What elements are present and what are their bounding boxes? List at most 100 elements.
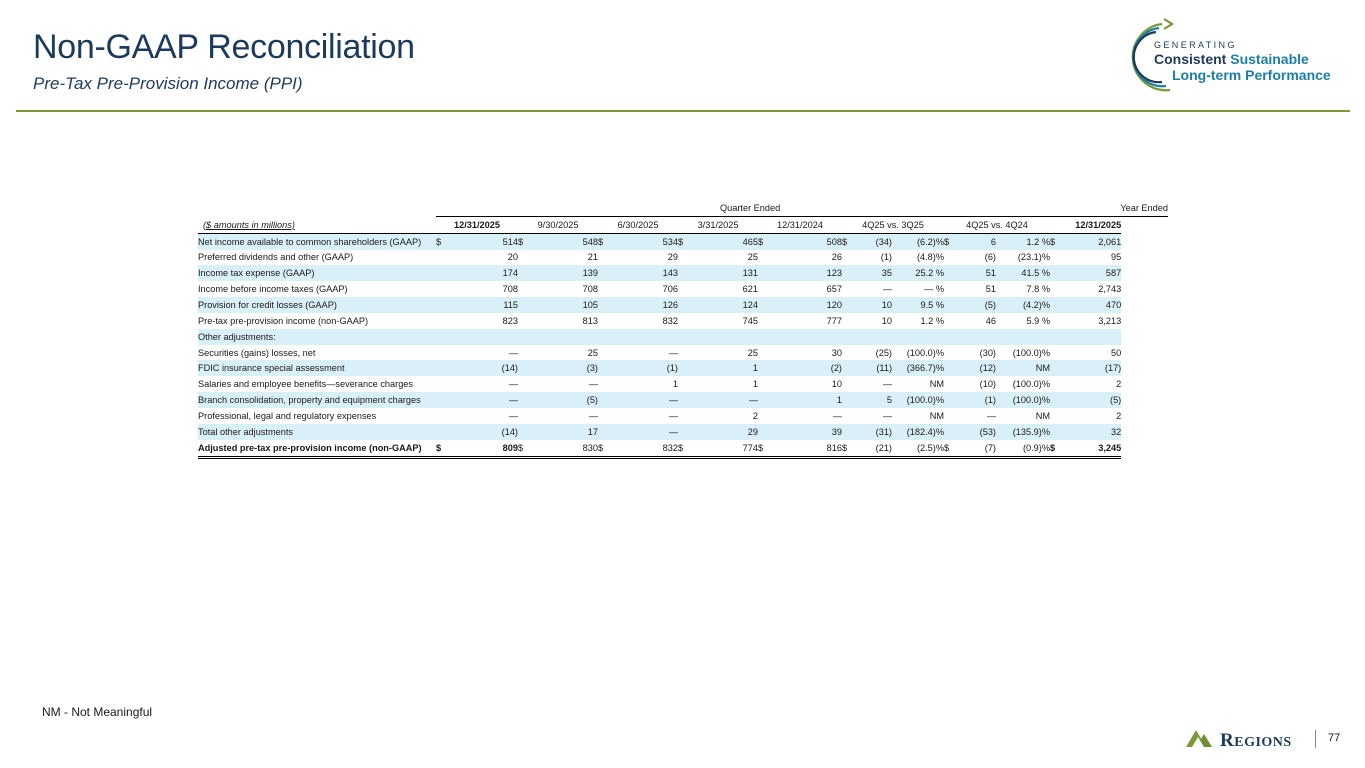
- currency-symbol: [944, 313, 958, 329]
- table-cell: 143: [612, 265, 678, 282]
- currency-symbol: [518, 423, 532, 440]
- currency-symbol: [436, 423, 450, 440]
- row-label: Salaries and employee benefits—severance…: [198, 379, 414, 390]
- col-header: 4Q25 vs. 4Q24: [944, 216, 1050, 234]
- currency-symbol: [1050, 360, 1065, 377]
- table-cell: —: [612, 392, 678, 408]
- table-cell: [1064, 328, 1122, 345]
- currency-symbol: [678, 265, 692, 282]
- table-cell: —: [832, 410, 842, 421]
- currency-symbol: [758, 360, 772, 377]
- badge-sustainable: Sustainable: [1230, 51, 1309, 67]
- badge-line-2: Consistent Sustainable: [1154, 51, 1309, 67]
- currency-symbol: [758, 392, 772, 408]
- currency-symbol: [436, 250, 450, 266]
- currency-symbol: [678, 423, 692, 440]
- currency-symbol: [944, 376, 958, 392]
- currency-symbol: [678, 281, 692, 297]
- generating-performance-badge: GENERATING Consistent Sustainable Long-t…: [1130, 18, 1345, 98]
- currency-symbol: [678, 313, 692, 329]
- table-cell: 816: [772, 439, 842, 459]
- table-cell: 470: [1064, 297, 1122, 313]
- row-label: Total other adjustments: [198, 423, 436, 440]
- currency-symbol: [758, 250, 772, 266]
- row-label: Securities (gains) losses, net: [198, 347, 316, 358]
- currency-symbol: [436, 376, 450, 392]
- table-cell: 832: [612, 439, 678, 459]
- table-cell: 35: [856, 265, 892, 282]
- table-cell: (25): [875, 347, 892, 358]
- table-cell-percent: NM: [929, 410, 944, 421]
- table-cell-percent: (100.0)%: [892, 392, 944, 408]
- currency-symbol: [678, 392, 692, 408]
- table-cell: 124: [692, 297, 758, 313]
- badge-generating: GENERATING: [1154, 40, 1237, 50]
- currency-symbol: $: [758, 439, 772, 459]
- table-cell: 126: [612, 297, 678, 313]
- table-cell: [612, 328, 678, 345]
- currency-symbol: [518, 408, 532, 424]
- table-cell-percent: (182.4)%: [892, 423, 944, 440]
- currency-symbol: [598, 392, 612, 408]
- currency-symbol: $: [758, 233, 772, 250]
- table-cell: 534: [612, 233, 678, 250]
- row-label: Professional, legal and regulatory expen…: [198, 410, 377, 421]
- currency-symbol: $: [1050, 233, 1065, 250]
- currency-symbol: [518, 313, 532, 329]
- currency-symbol: [944, 392, 958, 408]
- col-header: 6/30/2025: [598, 216, 678, 234]
- currency-symbol: [598, 345, 612, 361]
- currency-symbol: [518, 392, 532, 408]
- table-cell-percent: (100.0)%: [906, 347, 944, 358]
- table-group-header: Quarter Ended Year Ended: [198, 200, 1168, 217]
- table-cell: 10: [881, 315, 892, 326]
- currency-symbol: [1050, 313, 1064, 329]
- row-label: Income before income taxes (GAAP): [198, 284, 348, 295]
- arrow-swoosh-icon: [1131, 18, 1175, 92]
- currency-symbol: [1050, 281, 1064, 297]
- table-cell: 120: [772, 297, 842, 313]
- currency-symbol: [436, 345, 450, 361]
- row-label: Pre-tax pre-provision income (non-GAAP): [198, 315, 369, 326]
- currency-symbol: $: [842, 439, 856, 459]
- table-cell-percent: 7.8 %: [1026, 284, 1051, 295]
- table-cell: —: [986, 410, 996, 421]
- currency-symbol: [598, 297, 612, 313]
- col-header: 12/31/2025: [1050, 216, 1122, 234]
- table-cell: 174: [450, 265, 518, 282]
- table-cell: 29: [667, 252, 678, 263]
- currency-symbol: [518, 265, 532, 282]
- row-label: Preferred dividends and other (GAAP): [198, 252, 354, 263]
- table-cell: (7): [958, 439, 996, 459]
- currency-symbol: [436, 360, 450, 377]
- table-cell: 5: [856, 392, 892, 408]
- table-cell-percent: [892, 328, 944, 345]
- table-cell-percent: 25.2 %: [892, 265, 944, 282]
- currency-symbol: [518, 328, 532, 345]
- table-cell: 823: [502, 315, 518, 326]
- currency-symbol: [678, 408, 692, 424]
- ppi-reconciliation-table: Quarter Ended Year Ended ($ amounts in m…: [198, 200, 1168, 459]
- table-cell: 26: [831, 252, 842, 263]
- table-cell: (6): [984, 252, 996, 263]
- table-cell: [692, 328, 758, 345]
- table-cell: 51: [958, 265, 996, 282]
- currency-symbol: $: [518, 233, 532, 250]
- table-cell: 2,743: [1098, 284, 1122, 295]
- table-cell: 123: [772, 265, 842, 282]
- table-cell: 657: [826, 284, 842, 295]
- currency-symbol: [944, 250, 958, 266]
- regions-logo: REGIONS: [1186, 727, 1306, 751]
- table-cell: 2: [1116, 379, 1122, 390]
- table-cell: —: [668, 410, 678, 421]
- table-cell-percent: 41.5 %: [996, 265, 1050, 282]
- currency-symbol: [1050, 408, 1064, 424]
- table-cell: 20: [507, 252, 518, 263]
- table-cell: 32: [1064, 423, 1122, 440]
- col-header: 3/31/2025: [678, 216, 758, 234]
- currency-symbol: [518, 281, 532, 297]
- table-cell: 465: [692, 233, 758, 250]
- table-cell: 745: [742, 315, 758, 326]
- table-cell: 706: [662, 284, 678, 295]
- table-row: Pre-tax pre-provision income (non-GAAP) 8…: [198, 313, 1168, 329]
